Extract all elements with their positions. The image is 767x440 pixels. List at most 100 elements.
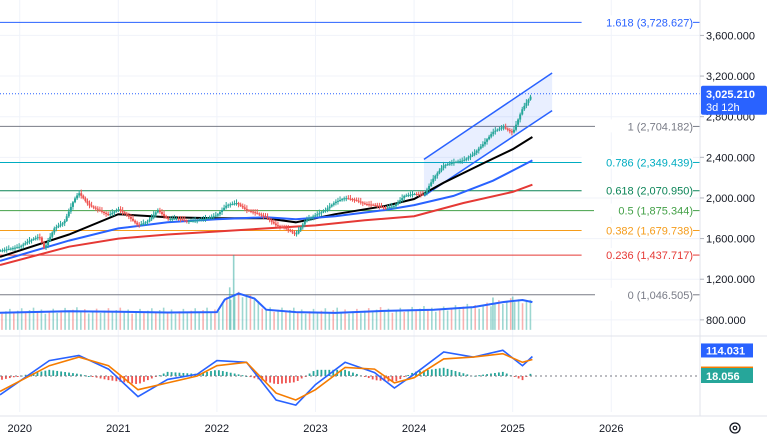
histogram-bar — [430, 369, 433, 376]
candle-body — [504, 127, 507, 129]
histogram-bar — [1, 376, 3, 380]
volume-bar — [340, 311, 342, 330]
candle-body — [401, 198, 404, 201]
histogram-bar — [521, 376, 524, 381]
histogram-badge — [701, 368, 753, 383]
candle-body — [59, 224, 62, 226]
volume-bar — [438, 309, 441, 330]
histogram-bar — [87, 376, 90, 377]
volume-bar — [1, 313, 3, 330]
candle-body — [142, 223, 145, 225]
histogram-bar — [273, 376, 275, 384]
volume-bar — [91, 311, 94, 330]
candle-body — [359, 201, 362, 203]
volume-bar — [103, 310, 106, 330]
histogram-bar — [399, 376, 402, 380]
fib-level-label: 0.382 (1,679.738) — [606, 225, 693, 237]
volume-bar — [434, 311, 437, 330]
candle-body — [146, 221, 149, 223]
candle-body — [250, 210, 253, 212]
candle-body — [100, 210, 103, 212]
histogram-bar — [135, 376, 137, 384]
volume-bar — [517, 299, 520, 330]
candle-body — [198, 219, 201, 221]
candle-body — [388, 207, 391, 209]
volume-bar — [411, 306, 413, 330]
candle-body — [481, 144, 484, 147]
volume-bar — [107, 308, 110, 330]
settings-gear-icon[interactable] — [729, 422, 741, 434]
candle-body — [316, 214, 319, 216]
channel-upper-line[interactable] — [423, 72, 553, 160]
volume-bar — [462, 306, 465, 330]
oscillator-line[interactable] — [0, 349, 533, 406]
volume-bar — [285, 312, 287, 330]
candle-body — [227, 204, 230, 206]
candle-body — [510, 131, 513, 133]
candle-body — [465, 158, 468, 160]
histogram-bar — [344, 369, 346, 376]
histogram-bar — [403, 376, 406, 378]
candle-body — [293, 232, 296, 234]
volume-bar — [64, 307, 66, 330]
histogram-bar — [16, 376, 19, 377]
candle-body — [382, 207, 385, 209]
volume-bar — [139, 308, 141, 330]
oscillator-badge-blue — [701, 343, 753, 358]
candle-body — [492, 131, 495, 135]
candle-body — [525, 102, 528, 106]
candle-body — [448, 163, 451, 165]
volume-bar — [363, 310, 366, 330]
candle-body — [123, 212, 126, 214]
candle-body — [256, 212, 259, 214]
volume-bar — [261, 308, 264, 330]
candle-body — [132, 218, 134, 221]
histogram-bar — [91, 376, 94, 377]
volume-bar — [387, 308, 390, 330]
oscillator-value-blue: 114.031 — [706, 345, 745, 357]
histogram-bar — [494, 372, 496, 376]
candle-body — [163, 214, 166, 216]
candle-body — [310, 217, 313, 219]
moving-average-line[interactable] — [0, 159, 533, 262]
candle-body — [428, 185, 431, 190]
candle-body — [61, 223, 64, 225]
candle-body — [328, 206, 331, 209]
candle-body — [179, 218, 182, 220]
histogram-bar — [296, 376, 299, 381]
candle-body — [384, 207, 387, 209]
histogram-bar — [214, 370, 216, 376]
histogram-bar — [482, 374, 484, 376]
candle-body — [76, 195, 79, 199]
candle-body — [156, 210, 159, 213]
candle-body — [403, 195, 406, 199]
candle-body — [92, 206, 95, 208]
candle-body — [477, 148, 480, 151]
candle-body — [361, 202, 364, 204]
candle-body — [279, 225, 281, 227]
moving-average-line[interactable] — [0, 183, 533, 266]
histogram-bar — [490, 373, 492, 376]
candle-body — [397, 202, 400, 205]
candle-body — [347, 198, 350, 200]
volume-bar — [202, 310, 204, 330]
oscillator-line[interactable] — [0, 352, 533, 401]
histogram-bar — [202, 372, 204, 376]
volume-bar — [68, 312, 70, 330]
candle-body — [419, 194, 422, 196]
candle-body — [399, 200, 402, 203]
volume-bar — [233, 295, 236, 330]
histogram-bar — [107, 376, 110, 381]
volume-bar — [20, 308, 23, 330]
last-price-badge[interactable] — [701, 85, 767, 115]
volume-bar — [9, 308, 11, 330]
histogram-bar — [225, 371, 228, 376]
histogram-bar — [210, 371, 212, 376]
candle-body — [183, 219, 186, 221]
candle-body — [86, 200, 89, 204]
volume-bar — [83, 309, 86, 330]
fib-label-bg — [606, 287, 693, 301]
candle-body — [378, 205, 381, 207]
volume-bar — [375, 309, 378, 330]
